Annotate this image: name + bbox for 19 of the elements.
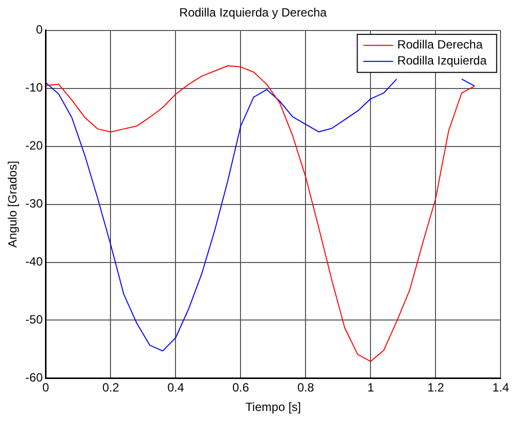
y-tick-label: -30 [25, 196, 44, 211]
x-tick-label: 1.2 [427, 380, 444, 395]
x-tick-label: 0.4 [167, 380, 184, 395]
y-tick-label: 0 [36, 22, 44, 37]
y-tick-label: -10 [25, 80, 44, 95]
x-axis-title: Tiempo [s] [245, 400, 301, 414]
y-tick-label: -40 [25, 254, 44, 269]
y-tick-label: -20 [25, 138, 44, 153]
y-tick-label: -50 [25, 312, 44, 327]
y-tick-label: -60 [25, 370, 44, 385]
x-tick-label: 0.6 [232, 380, 250, 395]
legend-label: Rodilla Izquierda [397, 54, 487, 68]
y-axis-title: Angulo [Grados] [6, 160, 20, 248]
x-tick-label: 1.4 [492, 380, 510, 395]
chart-title: Rodilla Izquierda y Derecha [179, 6, 328, 20]
x-tick-label: 0.2 [102, 380, 120, 395]
x-tick-label: 1 [367, 380, 374, 395]
legend-label: Rodilla Derecha [397, 38, 483, 52]
x-tick-label: 0.8 [297, 380, 314, 395]
